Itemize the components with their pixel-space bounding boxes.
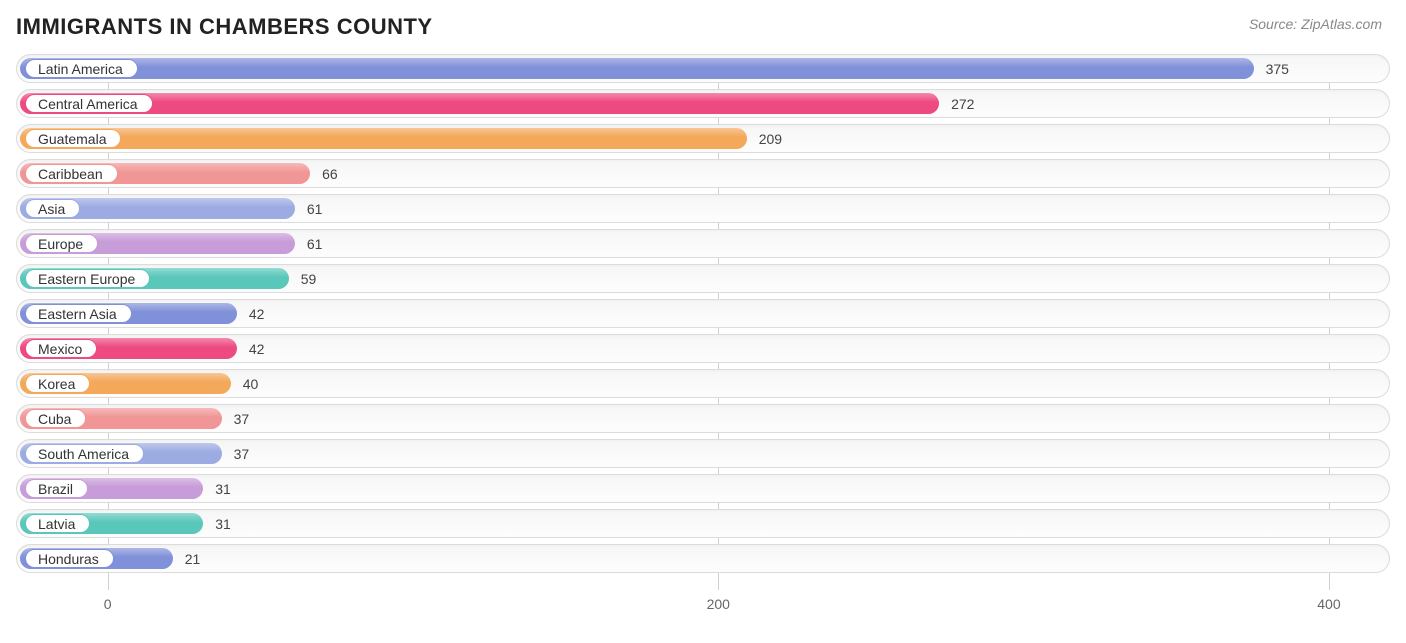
bar-category-label: South America — [25, 444, 144, 463]
bar-category-label: Central America — [25, 94, 153, 113]
bar-value-label: 66 — [312, 160, 338, 187]
bar-category-label: Honduras — [25, 549, 114, 568]
bar-track: Asia 61 — [16, 194, 1390, 223]
bar-category-label: Guatemala — [25, 129, 121, 148]
x-tick-label: 200 — [707, 596, 730, 612]
bar-value-label: 40 — [233, 370, 259, 397]
bar-track: Eastern Europe 59 — [16, 264, 1390, 293]
bar-value-label: 272 — [941, 90, 974, 117]
bar-track: Caribbean 66 — [16, 159, 1390, 188]
bar-category-label: Korea — [25, 374, 90, 393]
bar-category-label: Brazil — [25, 479, 88, 498]
bar-track: Honduras 21 — [16, 544, 1390, 573]
bar-value-label: 375 — [1256, 55, 1289, 82]
bar-value-label: 42 — [239, 300, 265, 327]
bar-track: Brazil 31 — [16, 474, 1390, 503]
bar-track: Eastern Asia 42 — [16, 299, 1390, 328]
bar-fill — [20, 58, 1254, 79]
bar-track: Mexico 42 — [16, 334, 1390, 363]
bar-category-label: Mexico — [25, 339, 97, 358]
bar-track: Korea 40 — [16, 369, 1390, 398]
bar-category-label: Cuba — [25, 409, 86, 428]
x-axis: 0 200 400 — [16, 594, 1390, 614]
bar-track: Latvia 31 — [16, 509, 1390, 538]
bar-value-label: 31 — [205, 475, 231, 502]
bar-fill — [20, 128, 747, 149]
bar-category-label: Latin America — [25, 59, 138, 78]
bar-fill — [20, 93, 939, 114]
bar-track: Europe 61 — [16, 229, 1390, 258]
chart-title: IMMIGRANTS IN CHAMBERS COUNTY — [16, 14, 433, 40]
bar-value-label: 61 — [297, 195, 323, 222]
bar-value-label: 209 — [749, 125, 782, 152]
bar-category-label: Eastern Europe — [25, 269, 150, 288]
bar-track: Central America 272 — [16, 89, 1390, 118]
bar-category-label: Latvia — [25, 514, 90, 533]
bar-value-label: 37 — [224, 405, 250, 432]
bar-track: Cuba 37 — [16, 404, 1390, 433]
bars-layer: Latin America 375 Central America 272 Guatem… — [16, 54, 1390, 590]
bar-value-label: 42 — [239, 335, 265, 362]
bar-value-label: 21 — [175, 545, 201, 572]
chart-header: IMMIGRANTS IN CHAMBERS COUNTY Source: Zi… — [0, 0, 1406, 44]
bar-value-label: 59 — [291, 265, 317, 292]
bar-track: South America 37 — [16, 439, 1390, 468]
bar-track: Guatemala 209 — [16, 124, 1390, 153]
bar-value-label: 61 — [297, 230, 323, 257]
bar-value-label: 37 — [224, 440, 250, 467]
x-tick-label: 400 — [1317, 596, 1340, 612]
bar-category-label: Caribbean — [25, 164, 118, 183]
bar-category-label: Europe — [25, 234, 98, 253]
bar-category-label: Eastern Asia — [25, 304, 132, 323]
chart-source: Source: ZipAtlas.com — [1249, 16, 1382, 32]
bar-track: Latin America 375 — [16, 54, 1390, 83]
chart-area: Latin America 375 Central America 272 Guatem… — [16, 54, 1390, 614]
x-tick-label: 0 — [104, 596, 112, 612]
bar-category-label: Asia — [25, 199, 80, 218]
bar-value-label: 31 — [205, 510, 231, 537]
